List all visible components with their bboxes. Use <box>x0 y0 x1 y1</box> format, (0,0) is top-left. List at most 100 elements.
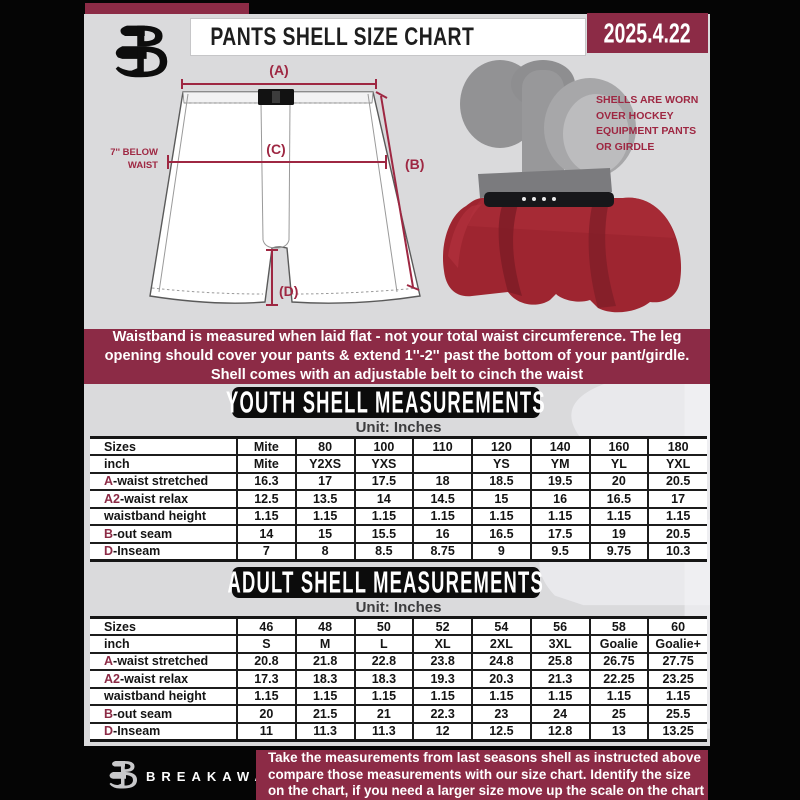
table-cell: 100 <box>353 437 414 455</box>
table-cell: 19.3 <box>412 669 472 688</box>
table-cell: 50 <box>353 617 414 635</box>
dim-d-label: (D) <box>279 283 298 299</box>
table-cell: Goalie+ <box>647 634 707 653</box>
table-cell: 18.3 <box>353 669 414 688</box>
table-cell: 1.15 <box>412 506 472 525</box>
notice-line: Shell comes with an adjustable belt to c… <box>210 367 584 383</box>
pants-measurement-diagram: (A) (B) (C) (D) <box>149 62 424 306</box>
table-cell: YM <box>529 454 590 473</box>
table-cell: 25.5 <box>647 704 707 723</box>
table-cell: 20.8 <box>236 651 296 670</box>
shell-worn-note: SHELLS ARE WORN OVER HOCKEY EQUIPMENT PA… <box>596 94 699 153</box>
top-accent-strip <box>85 3 249 14</box>
table-cell: 25 <box>588 704 649 723</box>
row-label: inch <box>90 634 237 653</box>
table-cell: 22.25 <box>588 669 649 688</box>
row-label: B-out seam <box>90 524 237 543</box>
table-cell: 20 <box>588 471 649 490</box>
table-cell: 16 <box>412 524 472 543</box>
table-cell: 16.5 <box>471 524 531 543</box>
table-cell: 1.15 <box>588 506 649 525</box>
table-cell: 14 <box>236 524 296 543</box>
table-cell: M <box>294 634 355 653</box>
table-cell: 10.3 <box>647 541 707 560</box>
table-cell: 18 <box>412 471 472 490</box>
table-cell: 120 <box>471 437 531 455</box>
adult-section-banner: ADULT SHELL MEASUREMENTS <box>228 565 543 599</box>
table-cell: 1.15 <box>471 506 531 525</box>
table-cell: 15.5 <box>353 524 414 543</box>
table-cell: 1.15 <box>529 506 590 525</box>
table-row: A-waist stretched 16.3 17 17.5 18 18.5 19.5 20 2… <box>90 471 707 490</box>
belt-buckle <box>258 89 294 105</box>
table-cell: 16 <box>529 489 590 508</box>
measure-letter: D <box>104 724 114 738</box>
notice-line: Waistband is measured when laid flat - n… <box>112 329 682 345</box>
adult-unit-label: Unit: Inches <box>355 599 442 616</box>
header-title-bar: PANTS SHELL SIZE CHART <box>190 18 586 56</box>
table-cell: 56 <box>529 617 590 635</box>
row-label: D-Inseam <box>90 721 237 740</box>
footer-brand-logo-icon <box>108 758 138 790</box>
table-cell <box>412 454 472 473</box>
youth-size-table: Sizes Mite 80 100 110 120 140 160 180 inch Mite Y2X… <box>90 436 707 562</box>
dim-b-label: (B) <box>405 156 424 172</box>
table-cell: 1.15 <box>588 686 649 705</box>
table-cell: 160 <box>588 437 649 455</box>
table-cell: 60 <box>647 617 707 635</box>
page-title: PANTS SHELL SIZE CHART <box>210 22 475 51</box>
table-cell: 18.5 <box>471 471 531 490</box>
table-cell: 3XL <box>529 634 590 653</box>
table-row: Sizes 46 48 50 52 54 56 58 60 <box>90 617 707 635</box>
table-row: A-waist stretched 20.8 21.8 22.8 23.8 24.8 25.… <box>90 651 707 670</box>
adult-banner-title: ADULT SHELL MEASUREMENTS <box>227 564 545 599</box>
table-cell: 110 <box>412 437 472 455</box>
table-cell: 8.75 <box>412 541 472 560</box>
table-cell: 11.3 <box>294 721 355 740</box>
table-cell: 8 <box>294 541 355 560</box>
table-cell: 11.3 <box>353 721 414 740</box>
table-cell: 1.15 <box>353 686 414 705</box>
table-cell: 17 <box>294 471 355 490</box>
table-cell: 26.75 <box>588 651 649 670</box>
dim-c-label: (C) <box>266 141 285 157</box>
row-label: Sizes <box>90 617 237 635</box>
table-cell: 9 <box>471 541 531 560</box>
table-cell: S <box>236 634 296 653</box>
table-cell: Mite <box>236 437 296 455</box>
table-cell: 15 <box>294 524 355 543</box>
table-cell: 21.5 <box>294 704 355 723</box>
row-label: A-waist stretched <box>90 471 237 490</box>
table-cell: 16.5 <box>588 489 649 508</box>
table-cell: 24 <box>529 704 590 723</box>
table-row: inch S M L XL 2XL 3XL Goalie Goalie+ <box>90 634 707 653</box>
table-cell: 23 <box>471 704 531 723</box>
table-row: waistband height 1.15 1.15 1.15 1.15 1.15 1.15… <box>90 506 707 525</box>
table-cell: 46 <box>236 617 296 635</box>
table-cell: 9.5 <box>529 541 590 560</box>
table-cell: 12.8 <box>529 721 590 740</box>
youth-unit-label: Unit: Inches <box>355 419 442 436</box>
table-cell: 13 <box>588 721 649 740</box>
date-badge: 2025.4.22 <box>587 13 708 53</box>
table-cell: Y2XS <box>294 454 355 473</box>
table-cell: 1.15 <box>647 686 707 705</box>
table-row: inch Mite Y2XS YXS YS YM YL YXL <box>90 454 707 473</box>
table-row: B-out seam 14 15 15.5 16 16.5 17.5 19 20.5 <box>90 524 707 543</box>
table-cell: 54 <box>471 617 531 635</box>
measurement-notice: Waistband is measured when laid flat - n… <box>84 329 710 384</box>
table-row: D-Inseam 7 8 8.5 8.75 9 9.5 9.75 10.3 <box>90 541 707 560</box>
footer-line: Take the measurements from last seasons … <box>268 750 701 766</box>
table-cell: 1.15 <box>294 506 355 525</box>
size-table: Sizes 46 48 50 52 54 56 58 60 inch S M L XL 2XL 3XL Goal… <box>90 616 707 742</box>
table-cell: 18.3 <box>294 669 355 688</box>
measure-letter: A <box>104 654 114 669</box>
red-shell <box>442 192 682 313</box>
footer-line: on the chart, if you need a larger size … <box>268 783 705 799</box>
table-cell: YL <box>588 454 649 473</box>
table-cell: XL <box>412 634 472 653</box>
row-label: A2-waist relax <box>90 669 237 688</box>
measure-letter: B <box>104 706 114 721</box>
row-label: D-Inseam <box>90 541 237 560</box>
table-cell: 1.15 <box>353 506 414 525</box>
